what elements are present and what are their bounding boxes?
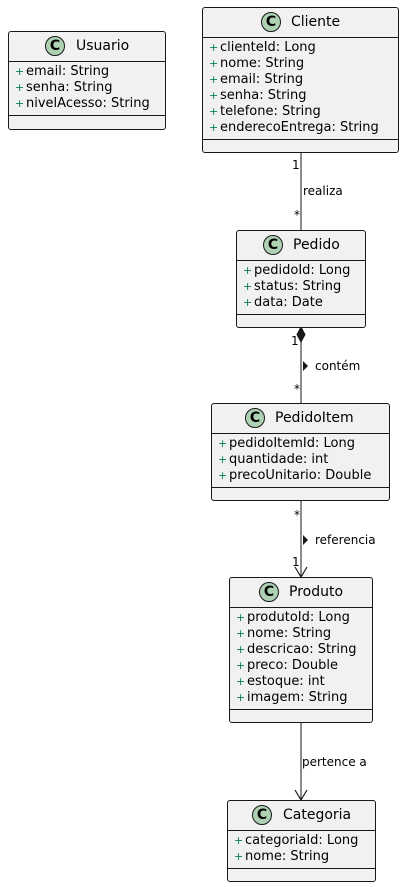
class-header: C PedidoItem	[212, 404, 389, 433]
public-visibility-icon: +	[236, 659, 246, 672]
class-badge-icon: C	[245, 408, 265, 428]
attribute: + nome: String	[234, 849, 330, 864]
class-name: PedidoItem	[275, 410, 354, 426]
relation-label: realiza	[303, 184, 343, 198]
public-visibility-icon: +	[236, 611, 246, 624]
public-visibility-icon: +	[243, 264, 253, 277]
class-header: C Produto	[230, 578, 372, 607]
multiplicity-label: *	[294, 208, 300, 222]
public-visibility-icon: +	[236, 643, 246, 656]
attribute: + email: String	[15, 64, 110, 79]
class-pedidoitem[interactable]: C PedidoItem + pedidoItemId: Long + quanti…	[211, 403, 390, 501]
class-header: C Usuario	[9, 32, 165, 61]
public-visibility-icon: +	[209, 121, 219, 134]
multiplicity-label: 1	[292, 158, 300, 172]
direction-arrow-referencia	[303, 535, 308, 545]
attribute: + produtoId: Long	[236, 610, 350, 625]
attribute-list: + pedidoItemId: Long + quantidade: int + pr…	[212, 434, 389, 487]
attribute: + telefone: String	[209, 104, 321, 119]
attribute: + senha: String	[209, 88, 307, 103]
attribute: + nivelAcesso: String	[15, 96, 150, 111]
class-header: C Pedido	[237, 231, 365, 260]
public-visibility-icon: +	[15, 81, 25, 94]
attribute: + nome: String	[236, 626, 332, 641]
attribute: + enderecoEntrega: String	[209, 120, 379, 135]
relation-label: referencia	[315, 533, 376, 547]
class-badge-icon: C	[259, 582, 279, 602]
attribute: + pedidoId: Long	[243, 263, 351, 278]
attribute: + preco: Double	[236, 658, 338, 673]
class-name: Usuario	[76, 38, 130, 54]
public-visibility-icon: +	[218, 437, 228, 450]
public-visibility-icon: +	[15, 97, 25, 110]
public-visibility-icon: +	[234, 834, 244, 847]
class-header: C Cliente	[203, 8, 398, 37]
multiplicity-label: *	[294, 382, 300, 396]
class-categoria[interactable]: C Categoria + categoriaId: Long + nome: St…	[227, 800, 376, 882]
public-visibility-icon: +	[209, 41, 219, 54]
class-name: Cliente	[291, 14, 341, 30]
class-cliente[interactable]: C Cliente + clienteId: Long + nome: String…	[202, 7, 399, 153]
attribute: + data: Date	[243, 295, 323, 310]
public-visibility-icon: +	[236, 691, 246, 704]
class-badge-icon: C	[261, 12, 281, 32]
attribute: + status: String	[243, 279, 342, 294]
attribute-list: + clienteId: Long + nome: String + email: S…	[203, 38, 398, 139]
composition-diamond	[296, 325, 306, 344]
attribute-list: + email: String + senha: String + nivelAces…	[9, 62, 165, 115]
attribute: + imagem: String	[236, 690, 348, 705]
public-visibility-icon: +	[243, 280, 253, 293]
class-name: Produto	[289, 584, 344, 600]
class-badge-icon: C	[252, 805, 272, 825]
class-badge-icon: C	[45, 36, 65, 56]
public-visibility-icon: +	[236, 627, 246, 640]
attribute: + nome: String	[209, 56, 305, 71]
public-visibility-icon: +	[209, 73, 219, 86]
attribute: + senha: String	[15, 80, 113, 95]
attribute: + estoque: int	[236, 674, 325, 689]
class-produto[interactable]: C Produto + produtoId: Long + nome: String…	[229, 577, 373, 723]
class-name: Categoria	[283, 807, 352, 823]
public-visibility-icon: +	[243, 296, 253, 309]
class-name: Pedido	[293, 237, 340, 253]
public-visibility-icon: +	[218, 453, 228, 466]
public-visibility-icon: +	[218, 469, 228, 482]
public-visibility-icon: +	[209, 89, 219, 102]
class-pedido[interactable]: C Pedido + pedidoId: Long + status: String…	[236, 230, 366, 328]
attribute: + pedidoItemId: Long	[218, 436, 355, 451]
public-visibility-icon: +	[209, 105, 219, 118]
public-visibility-icon: +	[209, 57, 219, 70]
attribute: + precoUnitario: Double	[218, 468, 372, 483]
attribute: + descricao: String	[236, 642, 357, 657]
attribute: + quantidade: int	[218, 452, 329, 467]
public-visibility-icon: +	[15, 65, 25, 78]
attribute: + email: String	[209, 72, 304, 87]
multiplicity-label: *	[294, 508, 300, 522]
public-visibility-icon: +	[234, 850, 244, 863]
relation-label: pertence a	[302, 755, 367, 769]
class-badge-icon: C	[263, 235, 283, 255]
attribute: + categoriaId: Long	[234, 833, 359, 848]
class-usuario[interactable]: C Usuario + email: String + senha: String …	[8, 31, 166, 130]
relation-label: contém	[315, 359, 361, 373]
multiplicity-label: 1	[292, 555, 300, 569]
attribute-list: + produtoId: Long + nome: String + descrica…	[230, 608, 372, 709]
class-header: C Categoria	[228, 801, 375, 830]
direction-arrow-contem	[303, 361, 308, 371]
attribute-list: + categoriaId: Long + nome: String	[228, 831, 375, 868]
multiplicity-label: 1	[291, 334, 299, 348]
attribute: + clienteId: Long	[209, 40, 316, 55]
attribute-list: + pedidoId: Long + status: String + data: D…	[237, 261, 365, 314]
public-visibility-icon: +	[236, 675, 246, 688]
